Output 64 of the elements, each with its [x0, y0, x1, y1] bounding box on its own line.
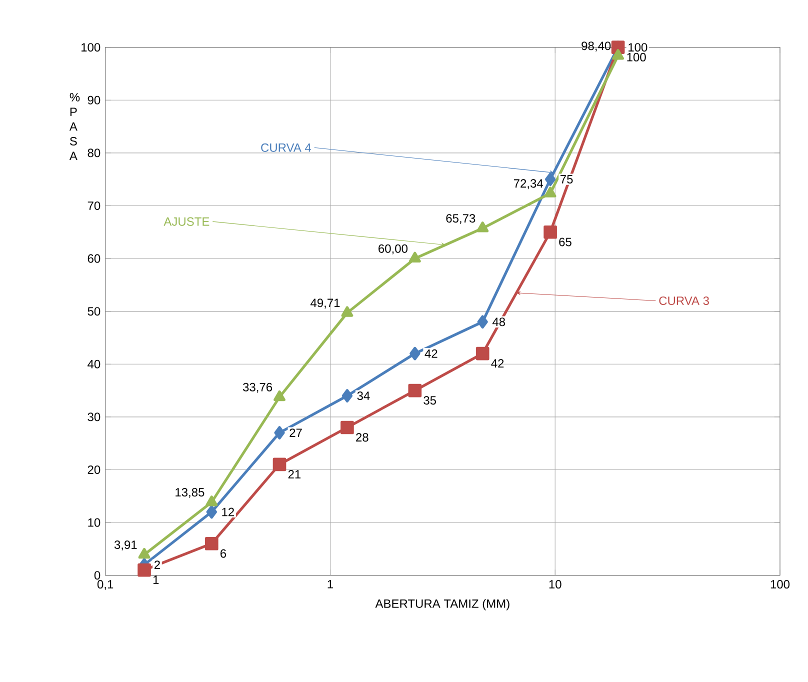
data-label: 2: [154, 560, 160, 569]
text: CURVA 4: [261, 143, 312, 152]
point: [476, 222, 489, 232]
y-tick-label: 100: [82, 43, 100, 52]
x-tick-label: 0,1: [97, 580, 114, 590]
y-tick-label: 40: [88, 360, 100, 368]
point: [341, 306, 354, 317]
y-tick-label: 80: [88, 148, 100, 158]
data-label: 33,76: [243, 382, 272, 393]
y-tick-label: 30: [88, 412, 100, 422]
point: [206, 496, 218, 506]
data-label: 35: [424, 396, 436, 405]
data-label: 34: [357, 392, 370, 400]
data-label: 13,85: [176, 488, 204, 498]
point: [410, 346, 420, 360]
point: [274, 426, 285, 440]
data-label: 12: [222, 508, 234, 516]
y-axis-title: % P A S A: [69, 93, 80, 160]
data-label: 28: [356, 433, 368, 442]
point: [544, 186, 556, 198]
y-tick-label: 60: [88, 254, 100, 263]
point: [138, 563, 151, 577]
point: [612, 49, 624, 60]
point: [476, 346, 490, 360]
point: [342, 389, 353, 402]
data-label: 65,73: [446, 214, 476, 224]
text: AJUSTE: [164, 217, 210, 226]
data-label: 75: [560, 175, 573, 184]
point: [340, 420, 354, 434]
data-label: 3,91: [114, 540, 137, 550]
x-tick-label: 1: [328, 580, 333, 588]
data-label: 21: [288, 470, 301, 478]
point: [138, 548, 150, 559]
data-label: 42: [491, 359, 504, 368]
data-label: 100: [627, 52, 646, 62]
point: [204, 536, 218, 550]
data-label: 60,00: [378, 244, 408, 254]
data-label: 27: [290, 428, 302, 437]
data-label: 49,71: [310, 298, 340, 309]
data-label: 65: [559, 238, 572, 246]
point: [544, 172, 556, 186]
point: [408, 384, 422, 398]
y-tick-label: 20: [88, 465, 100, 474]
x-axis-title: ABERTURA TAMIZ (MM): [375, 599, 510, 610]
y-tick-label: 50: [88, 307, 100, 316]
data-label: 72,34: [514, 179, 544, 190]
data-label: 98,40: [582, 42, 611, 52]
data-label: 100: [628, 43, 648, 52]
data-label: 48: [492, 318, 506, 326]
data-label: 6: [220, 549, 226, 558]
data-label: 42: [424, 349, 438, 358]
point: [477, 315, 488, 329]
point: [408, 252, 421, 263]
x-tick-label: 100: [770, 580, 790, 589]
y-tick-label: 0: [94, 571, 100, 580]
point: [274, 390, 286, 402]
y-tick-label: 70: [88, 201, 100, 210]
point: [544, 225, 557, 239]
x-tick-label: 10: [549, 580, 562, 589]
point: [272, 458, 286, 472]
text: CURVA 3: [659, 296, 709, 306]
y-tick-label: 90: [88, 96, 100, 104]
point: [206, 505, 217, 519]
y-tick-label: 10: [88, 518, 100, 527]
